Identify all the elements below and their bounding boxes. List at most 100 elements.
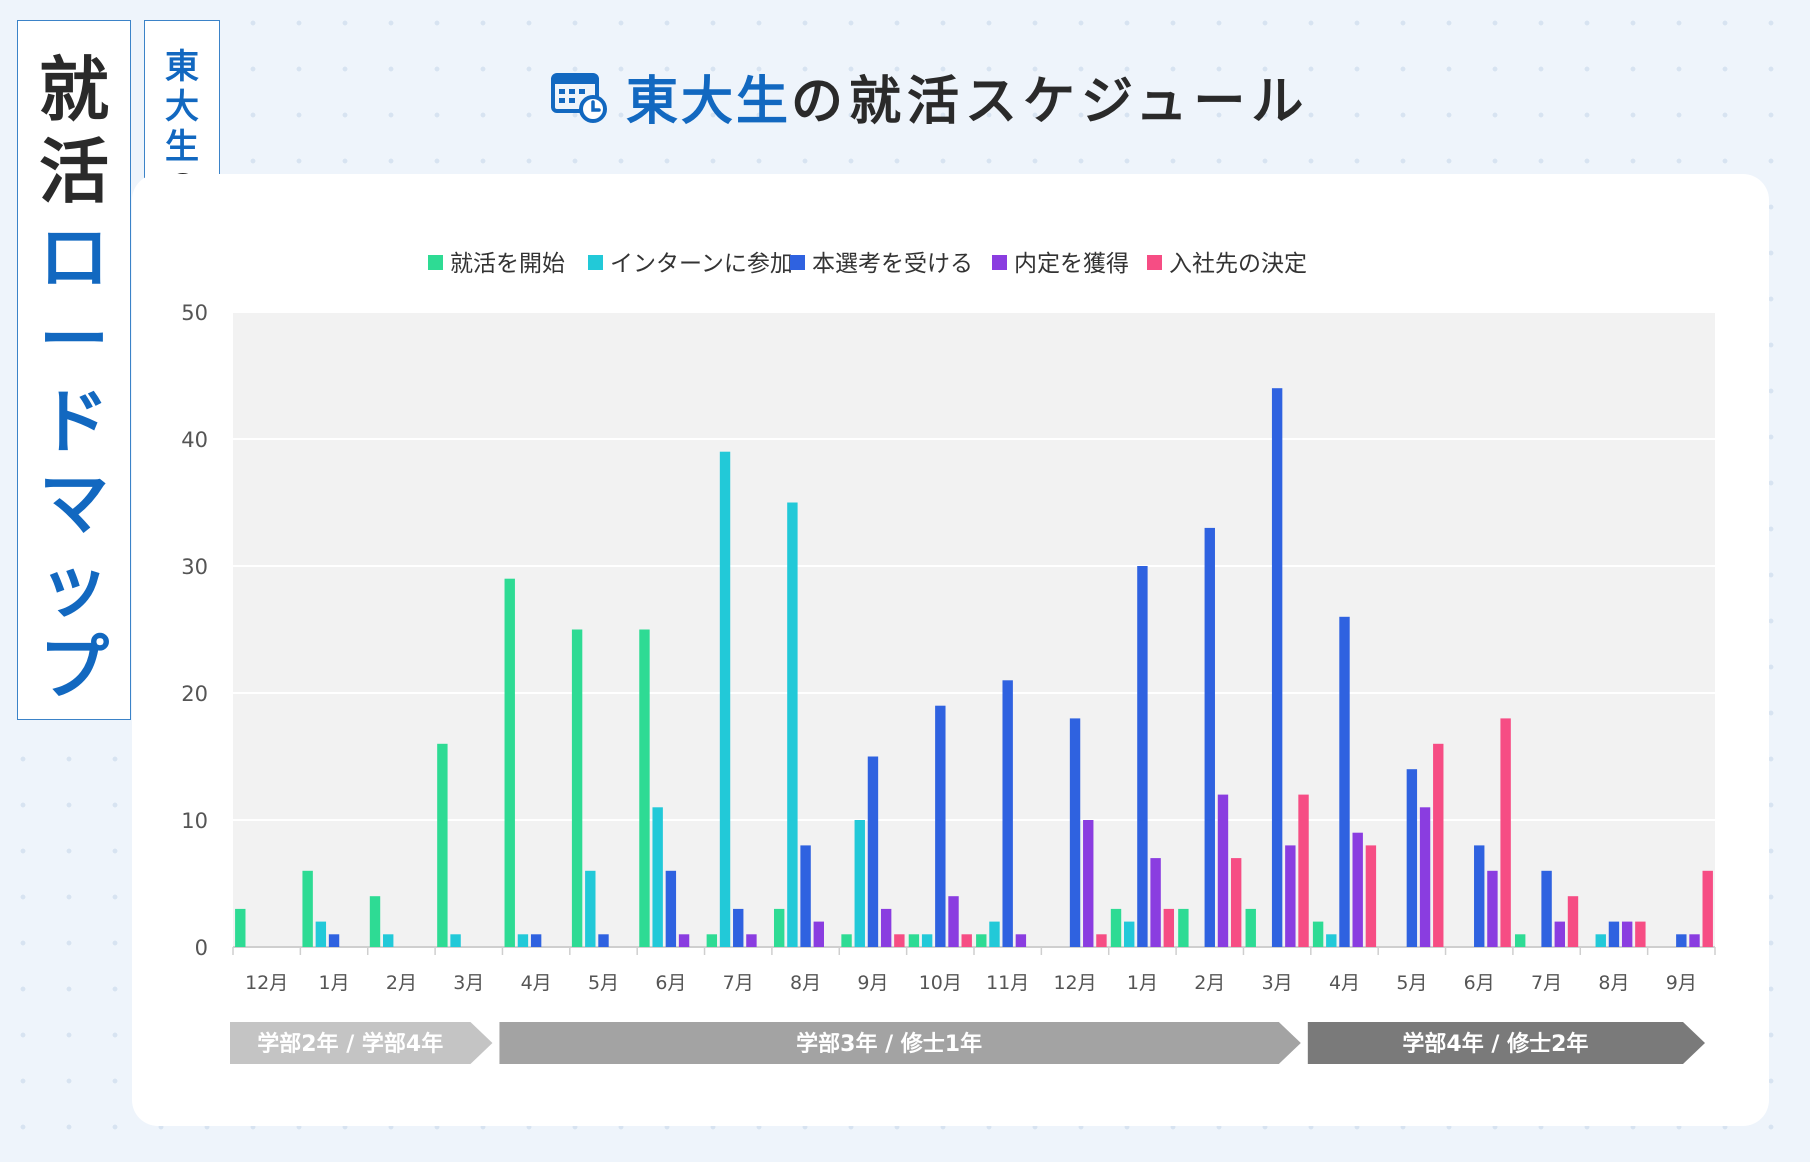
bar-start	[437, 743, 448, 947]
bar-offer	[746, 934, 757, 947]
x-tick-label: 6月	[655, 972, 686, 994]
bar-decide	[1567, 896, 1579, 947]
roadmap-title-blue: ロ ー ド マ ッ プ	[39, 217, 109, 709]
x-tick-label: 9月	[1666, 972, 1697, 994]
bar-selection	[1204, 527, 1215, 947]
bar-offer	[1487, 870, 1498, 947]
bar-start	[773, 908, 785, 947]
bar-selection	[1474, 845, 1485, 947]
bar-start	[841, 934, 852, 947]
bar-offer	[1689, 934, 1700, 947]
bar-decide	[1635, 921, 1646, 947]
bar-selection	[665, 870, 677, 947]
chart-card: 0 10 20 30 40 50 12月 1月 2月 3月 4月 5月 6月 7月 8月 9月 10月 11月 12…	[132, 174, 1769, 1126]
bar-decide	[894, 934, 905, 947]
bar-intern	[517, 934, 529, 947]
bar-offer	[1150, 858, 1161, 947]
bar-decide	[961, 934, 972, 947]
bar-start	[706, 934, 718, 947]
bar-decide	[1298, 794, 1309, 947]
y-tick-label: 20	[181, 682, 208, 706]
bar-start	[1312, 921, 1324, 947]
bar-decide	[1433, 743, 1444, 947]
bar-selection	[1339, 616, 1350, 947]
bar-decide	[1230, 858, 1242, 947]
legend-swatch	[428, 255, 443, 270]
bar-start	[369, 896, 381, 947]
bar-offer	[1554, 921, 1565, 947]
bar-start	[1245, 908, 1256, 947]
bar-decide	[1163, 908, 1175, 947]
bar-intern	[921, 934, 933, 947]
x-tick-label: 9月	[857, 972, 888, 994]
page-title: 東大生 の就活スケジュール	[550, 56, 1309, 136]
x-tick-label: 3月	[453, 972, 484, 994]
bar-offer	[678, 934, 690, 947]
bar-intern	[787, 502, 798, 947]
x-tick-label: 8月	[1598, 972, 1629, 994]
todai-label-blue: 東 大 生	[165, 47, 199, 167]
bar-selection	[1002, 680, 1013, 947]
y-tick-label: 40	[181, 428, 208, 452]
bar-selection	[935, 705, 946, 947]
bar-start	[504, 578, 515, 947]
bar-intern	[719, 451, 731, 947]
phase-arrow-3	[1307, 1022, 1705, 1064]
bar-start	[1178, 908, 1189, 947]
phase-label-1: 学部2年 / 学部4年	[257, 1031, 443, 1057]
bar-selection	[530, 934, 542, 947]
bar-intern	[652, 807, 663, 947]
bar-start	[235, 908, 246, 947]
x-tick-label: 4月	[521, 972, 552, 994]
x-tick-label: 7月	[723, 972, 754, 994]
bar-start	[976, 934, 987, 947]
bar-selection	[328, 934, 340, 947]
page-title-text: の就活スケジュール	[791, 71, 1310, 132]
x-tick-label: 6月	[1464, 972, 1495, 994]
legend-label: 本選考を受ける	[812, 251, 973, 277]
bar-selection	[1406, 769, 1418, 947]
x-tick-label: 10月	[919, 972, 962, 994]
bar-selection	[800, 845, 811, 947]
x-tick-label: 1月	[1127, 972, 1158, 994]
legend-label: 就活を開始	[450, 251, 565, 277]
bar-offer	[813, 921, 824, 947]
x-tick-label: 7月	[1531, 972, 1562, 994]
x-tick-label: 2月	[1194, 972, 1225, 994]
bar-offer	[1217, 794, 1229, 947]
y-tick-label: 50	[181, 301, 208, 325]
bar-offer	[1015, 934, 1027, 947]
calendar-clock-icon	[551, 73, 607, 123]
bar-intern	[989, 921, 1000, 947]
bar-intern	[383, 934, 394, 947]
roadmap-title-dark: 就 活	[39, 49, 109, 213]
bar-selection	[598, 934, 609, 947]
bar-start	[908, 934, 920, 947]
plot-area	[233, 312, 1715, 947]
bar-offer	[1419, 807, 1431, 947]
bar-start	[571, 629, 583, 947]
phase-label-3: 学部4年 / 修士2年	[1402, 1031, 1588, 1057]
bar-intern	[1595, 934, 1606, 947]
phase-arrow-1	[230, 1022, 493, 1064]
bar-intern	[315, 921, 327, 947]
bar-start	[639, 629, 650, 947]
bar-start	[1514, 934, 1526, 947]
bar-offer	[1621, 921, 1633, 947]
x-tick-label: 1月	[318, 972, 349, 994]
bar-start	[1110, 908, 1122, 947]
x-tick-label: 5月	[1396, 972, 1427, 994]
x-tick-label: 5月	[588, 972, 619, 994]
bar-intern	[450, 934, 461, 947]
legend-label: 内定を獲得	[1014, 251, 1129, 277]
bar-selection	[867, 756, 879, 947]
bar-intern	[585, 870, 596, 947]
roadmap-title-box: 就 活 ロ ー ド マ ッ プ	[17, 20, 131, 720]
bar-chart: 0 10 20 30 40 50 12月 1月 2月 3月 4月 5月 6月 7月 8月 9月 10月 11月 12…	[181, 251, 1716, 1064]
y-tick-label: 10	[181, 809, 208, 833]
bar-offer	[948, 896, 959, 947]
bar-start	[302, 870, 313, 947]
bar-offer	[1285, 845, 1296, 947]
x-tick-label: 11月	[986, 972, 1029, 994]
phase-arrow-2	[499, 1022, 1301, 1064]
